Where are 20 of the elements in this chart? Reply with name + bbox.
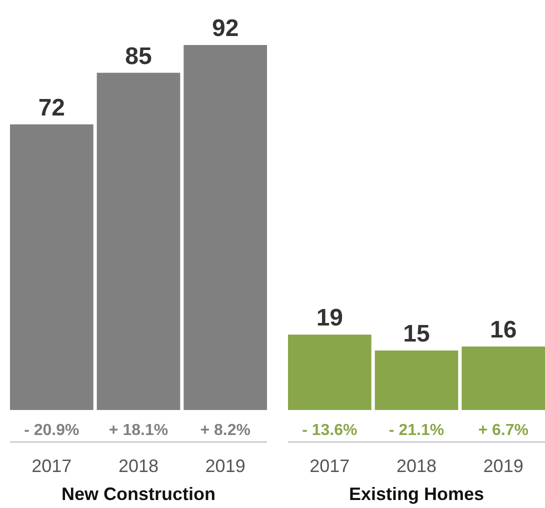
- x-axis-title: New Construction: [61, 484, 216, 504]
- text: + 8.2%: [200, 422, 250, 439]
- x-tick-label: 2017: [32, 456, 72, 476]
- x-tick-label: 2019: [205, 456, 246, 476]
- x-tick-label: 2018: [396, 456, 437, 476]
- text: - 13.6%: [302, 422, 358, 439]
- x-axis-title: Existing Homes: [348, 484, 484, 504]
- data-label: 15: [403, 320, 430, 348]
- data-label: 16: [490, 316, 517, 344]
- text: - 20.9%: [24, 422, 80, 439]
- data-label: 19: [316, 304, 344, 332]
- x-tick-label: 2017: [310, 456, 350, 476]
- text: + 18.1%: [108, 422, 168, 439]
- data-label: 92: [212, 15, 239, 42]
- data-label: 85: [125, 42, 152, 70]
- text: + 6.7%: [478, 422, 528, 439]
- x-tick-label: 2019: [483, 456, 524, 476]
- x-tick-label: 2018: [118, 456, 159, 476]
- data-label: 72: [38, 94, 66, 122]
- text: - 21.1%: [388, 422, 444, 439]
